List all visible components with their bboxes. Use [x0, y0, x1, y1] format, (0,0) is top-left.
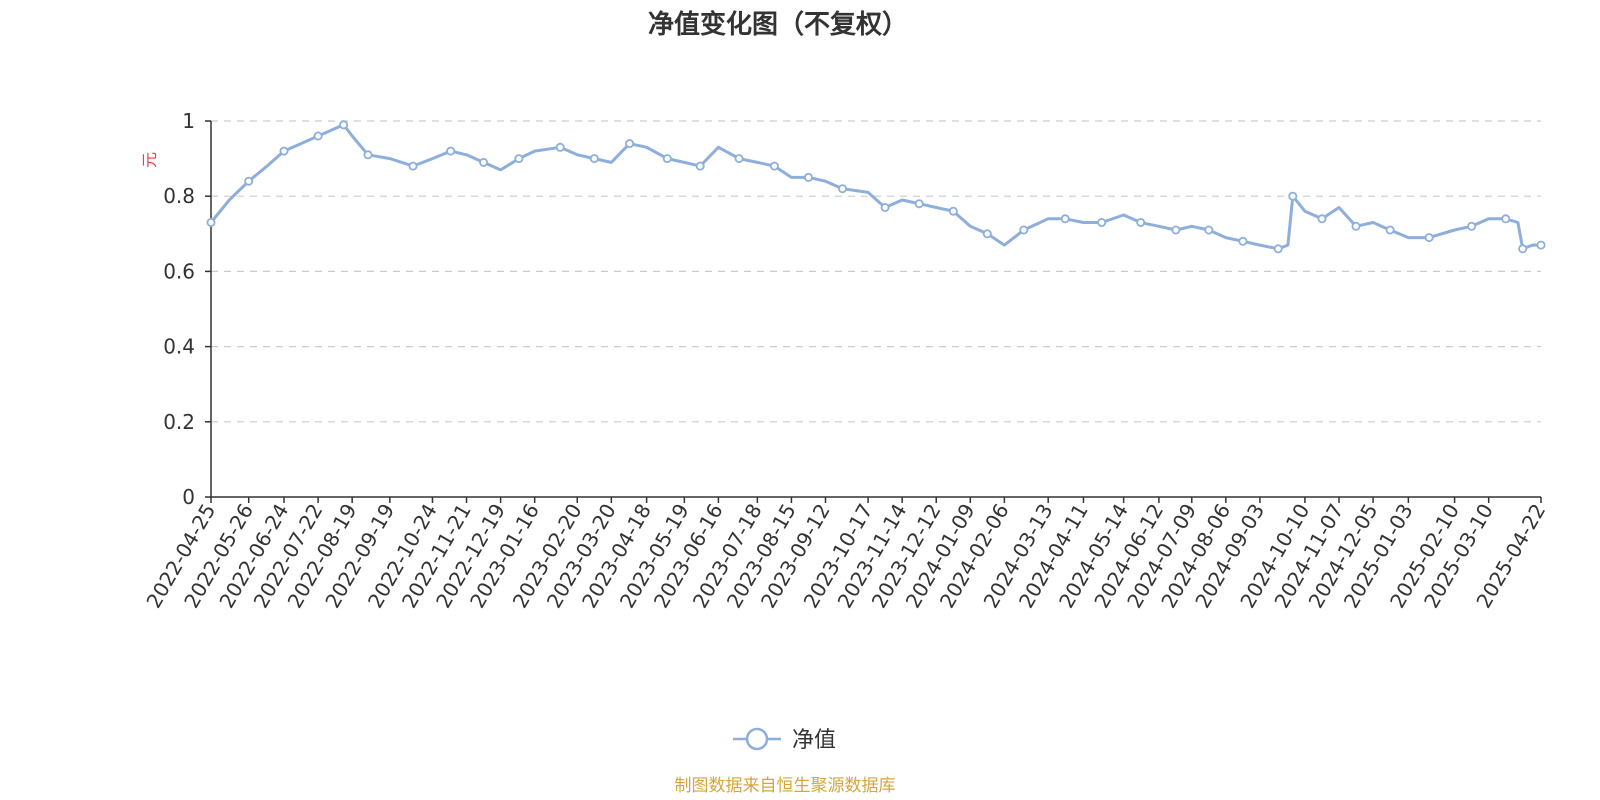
data-point [555, 142, 565, 152]
data-source-note: 制图数据来自恒生聚源数据库 [675, 776, 896, 796]
data-point [695, 161, 705, 171]
data-point [1136, 217, 1146, 227]
data-point [446, 146, 456, 156]
y-tick-label: 0.4 [163, 335, 195, 359]
data-point [1536, 240, 1546, 250]
y-tick-label: 0.8 [163, 184, 195, 208]
data-point [1317, 214, 1327, 224]
data-point [625, 139, 635, 149]
y-axis-title: 元 [140, 152, 159, 168]
data-point [244, 176, 254, 186]
y-tick-label: 0.2 [163, 410, 195, 434]
data-point [1097, 217, 1107, 227]
data-point [1385, 225, 1395, 235]
data-point [279, 146, 289, 156]
series-line [209, 123, 1541, 251]
data-point [804, 172, 814, 182]
data-point [363, 150, 373, 160]
data-point [514, 154, 524, 164]
legend-label: 净值 [792, 728, 836, 753]
data-point [589, 154, 599, 164]
chart-title: 净值变化图（不复权） [648, 9, 908, 40]
data-point [1273, 244, 1283, 254]
data-point [914, 199, 924, 209]
legend-marker-icon [745, 727, 769, 751]
data-point [1238, 236, 1248, 246]
data-point [408, 161, 418, 171]
y-tick-label: 0 [182, 485, 195, 509]
y-tick-labels: 0 0.2 0.4 0.6 0.8 1 [163, 109, 195, 509]
data-point [1351, 221, 1361, 231]
legend[interactable]: 净值 [733, 727, 836, 753]
data-point [1060, 214, 1070, 224]
x-tick-labels: 2022-04-252022-05-262022-06-242022-07-22… [141, 499, 1550, 612]
series-nav [206, 120, 1546, 254]
data-point [982, 229, 992, 239]
axes [205, 120, 1542, 503]
data-point [206, 217, 216, 227]
data-point [339, 120, 349, 130]
data-point [479, 157, 489, 167]
y-tick-label: 0.6 [163, 259, 195, 283]
data-point [1467, 221, 1477, 231]
data-point [1518, 244, 1528, 254]
data-point [1288, 191, 1298, 201]
data-point [880, 202, 890, 212]
data-point [1501, 214, 1511, 224]
data-point [838, 184, 848, 194]
data-point [769, 161, 779, 171]
data-point [1019, 225, 1029, 235]
data-point [1171, 225, 1181, 235]
data-point [662, 154, 672, 164]
data-point [734, 154, 744, 164]
data-point [313, 131, 323, 141]
data-point [948, 206, 958, 216]
data-point [1424, 233, 1434, 243]
data-point [1204, 225, 1214, 235]
y-tick-label: 1 [182, 109, 195, 133]
grid-lines [211, 120, 1541, 423]
